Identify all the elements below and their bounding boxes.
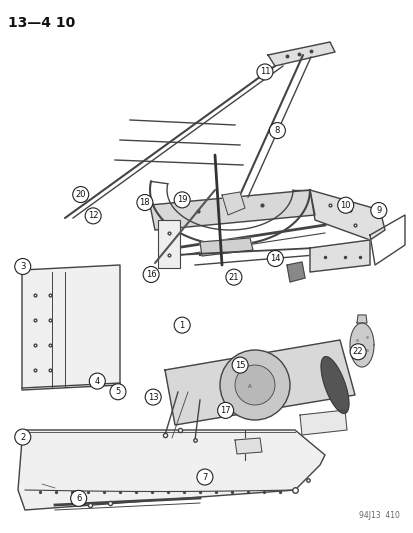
Text: 9: 9	[375, 206, 380, 215]
Text: 16: 16	[145, 270, 156, 279]
Circle shape	[145, 389, 161, 405]
Polygon shape	[18, 430, 324, 510]
Text: 8: 8	[274, 126, 279, 135]
Circle shape	[110, 384, 126, 400]
Polygon shape	[309, 190, 384, 240]
Polygon shape	[235, 438, 261, 454]
Text: 12: 12	[88, 212, 98, 220]
Circle shape	[174, 317, 190, 333]
Polygon shape	[356, 315, 366, 323]
Text: 1: 1	[179, 321, 184, 329]
Circle shape	[256, 64, 272, 80]
Polygon shape	[267, 42, 334, 66]
Text: 13: 13	[147, 393, 158, 401]
Circle shape	[219, 350, 289, 420]
Text: 15: 15	[234, 361, 245, 369]
Polygon shape	[349, 323, 373, 367]
Text: 4: 4	[95, 377, 100, 385]
Circle shape	[225, 269, 241, 285]
Text: 14: 14	[269, 254, 280, 263]
Circle shape	[174, 192, 190, 208]
Circle shape	[269, 123, 285, 139]
Circle shape	[143, 266, 159, 282]
Text: 94J13  410: 94J13 410	[358, 511, 399, 520]
Text: 11: 11	[259, 68, 270, 76]
Circle shape	[197, 469, 212, 485]
Circle shape	[267, 251, 282, 266]
Circle shape	[235, 365, 274, 405]
Text: 17: 17	[220, 406, 230, 415]
Circle shape	[15, 429, 31, 445]
Text: 21: 21	[228, 273, 239, 281]
Text: 3: 3	[20, 262, 25, 271]
Polygon shape	[199, 238, 252, 256]
Text: 18: 18	[139, 198, 150, 207]
Circle shape	[73, 187, 88, 203]
Circle shape	[85, 208, 101, 224]
Text: 2: 2	[20, 433, 25, 441]
Text: 13—4 10: 13—4 10	[8, 16, 75, 30]
Circle shape	[337, 197, 353, 213]
Text: 22: 22	[352, 348, 363, 356]
Circle shape	[217, 402, 233, 418]
Polygon shape	[286, 262, 304, 282]
Text: 5: 5	[115, 387, 120, 396]
Circle shape	[232, 357, 247, 373]
Polygon shape	[309, 240, 369, 272]
Text: A: A	[247, 384, 251, 389]
Polygon shape	[165, 340, 354, 425]
Text: 10: 10	[339, 201, 350, 209]
Text: 6: 6	[76, 494, 81, 503]
FancyBboxPatch shape	[158, 220, 180, 268]
Circle shape	[370, 203, 386, 219]
Circle shape	[349, 344, 365, 360]
Polygon shape	[320, 357, 348, 414]
Polygon shape	[299, 410, 346, 435]
Circle shape	[71, 490, 86, 506]
Circle shape	[137, 195, 152, 211]
Text: 19: 19	[176, 196, 187, 204]
Polygon shape	[150, 190, 314, 230]
Polygon shape	[221, 192, 244, 215]
Circle shape	[89, 373, 105, 389]
Text: 7: 7	[202, 473, 207, 481]
Text: 20: 20	[75, 190, 86, 199]
Circle shape	[15, 259, 31, 274]
Polygon shape	[22, 265, 120, 390]
